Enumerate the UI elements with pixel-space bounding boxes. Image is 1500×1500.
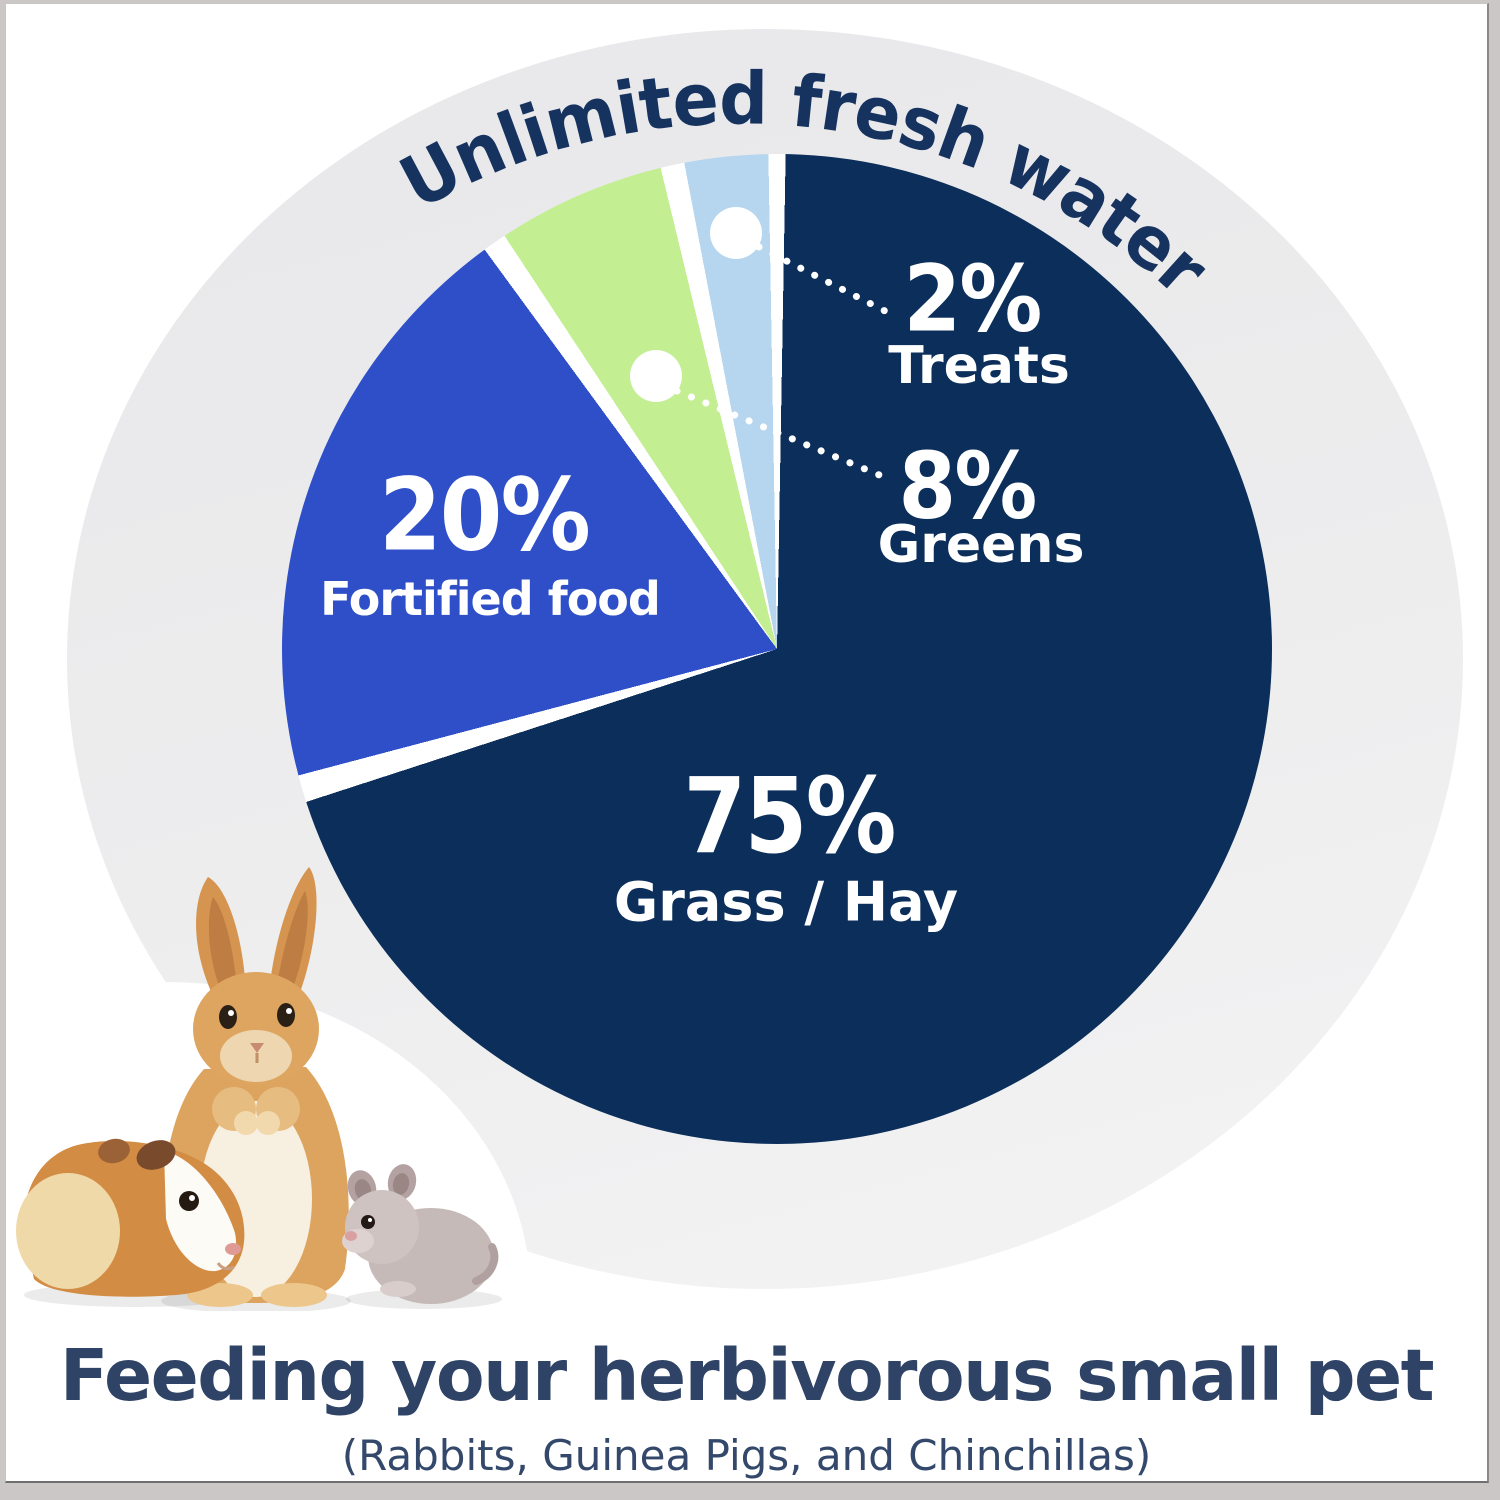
greens-percent: 8%: [898, 432, 1038, 540]
footer: Feeding your herbivorous small pet (Rabb…: [6, 1322, 1487, 1481]
grass-hay-percent: 75%: [683, 755, 896, 877]
treats-label: Treats: [888, 336, 1070, 396]
fortified-food-percent: 20%: [378, 456, 591, 574]
greens-leader-line: [673, 387, 893, 483]
fortified-food-label: Fortified food: [320, 572, 661, 626]
greens-label: Greens: [877, 515, 1085, 575]
treats-leader-line: [755, 243, 889, 315]
unlimited-fresh-water-arc-text: Unlimited fresh water: [387, 56, 1224, 312]
greens-callout-dot: [630, 350, 682, 402]
pet-photos: [16, 867, 502, 1311]
infographic-canvas: Unlimited fresh water 20% Fortified food…: [5, 3, 1489, 1483]
page-subtitle: (Rabbits, Guinea Pigs, and Chinchillas): [341, 1431, 1152, 1480]
page-title: Feeding your herbivorous small pet: [59, 1334, 1435, 1417]
treats-callout-dot: [710, 207, 762, 259]
chart-annotations-layer: Unlimited fresh water: [387, 56, 1225, 483]
chinchilla-illustration: [342, 1164, 499, 1304]
treats-percent: 2%: [903, 245, 1043, 353]
grass-hay-label: Grass / Hay: [613, 870, 959, 934]
pie-chart: [282, 154, 1272, 1144]
guinea-pig-illustration: [16, 1138, 245, 1297]
